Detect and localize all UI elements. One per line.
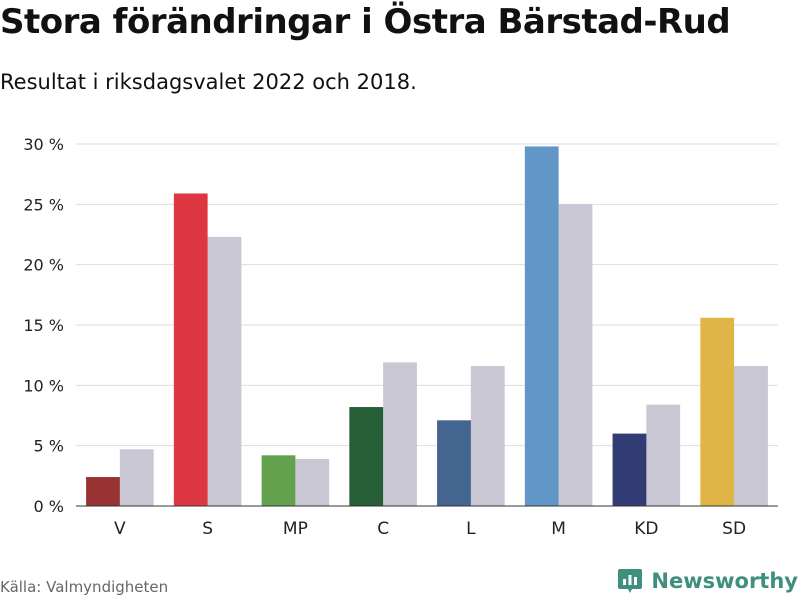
x-tick-label: KD [634,519,658,539]
bar-2018-v [119,449,154,506]
bar-2022-m [524,146,559,506]
y-tick-label: 30 % [23,135,64,154]
x-axis-tick-labels: V S MP C L M KD SD [114,519,746,539]
x-tick-label: MP [283,519,308,539]
bar-2022-l [437,420,471,506]
bar-2022-v [86,477,120,506]
bar-2022-kd [612,433,647,506]
bar-2018-mp [295,458,330,506]
y-tick-label: 5 % [34,437,64,456]
chart-subtitle: Resultat i riksdagsvalet 2022 och 2018. [0,70,417,94]
y-tick-label: 25 % [23,195,64,214]
bar-2022-s [173,193,208,506]
x-tick-label: S [202,519,213,539]
bar-2018-sd [734,366,768,506]
bar-2022-mp [261,455,296,506]
x-tick-label: M [551,519,566,539]
y-tick-label: 20 % [23,256,64,275]
bar-2018-kd [646,404,681,506]
bar-2018-m [558,204,593,507]
x-tick-label: V [114,519,126,539]
brand-logo: Newsworthy [617,568,798,594]
chart-title: Stora förändringar i Östra Bärstad-Rud [0,2,731,42]
x-tick-label: L [466,519,476,539]
bar-2022-sd [700,317,735,506]
x-tick-label: SD [722,519,746,539]
source-note: Källa: Valmyndigheten [0,578,169,596]
bar-2018-s [207,236,242,506]
y-tick-label: 15 % [23,316,64,335]
bar-2018-l [470,366,505,506]
newsworthy-logo-icon [618,569,643,593]
x-tick-label: C [377,519,389,539]
y-tick-label: 10 % [23,376,64,395]
y-tick-label: 0 % [34,497,64,516]
bars [86,146,768,507]
y-axis-tick-labels: 0 % 5 % 10 % 15 % 20 % 25 % 30 % [23,135,64,516]
brand-name: Newsworthy [651,569,798,593]
bar-2018-c [383,362,417,506]
bar-2022-c [349,407,384,506]
